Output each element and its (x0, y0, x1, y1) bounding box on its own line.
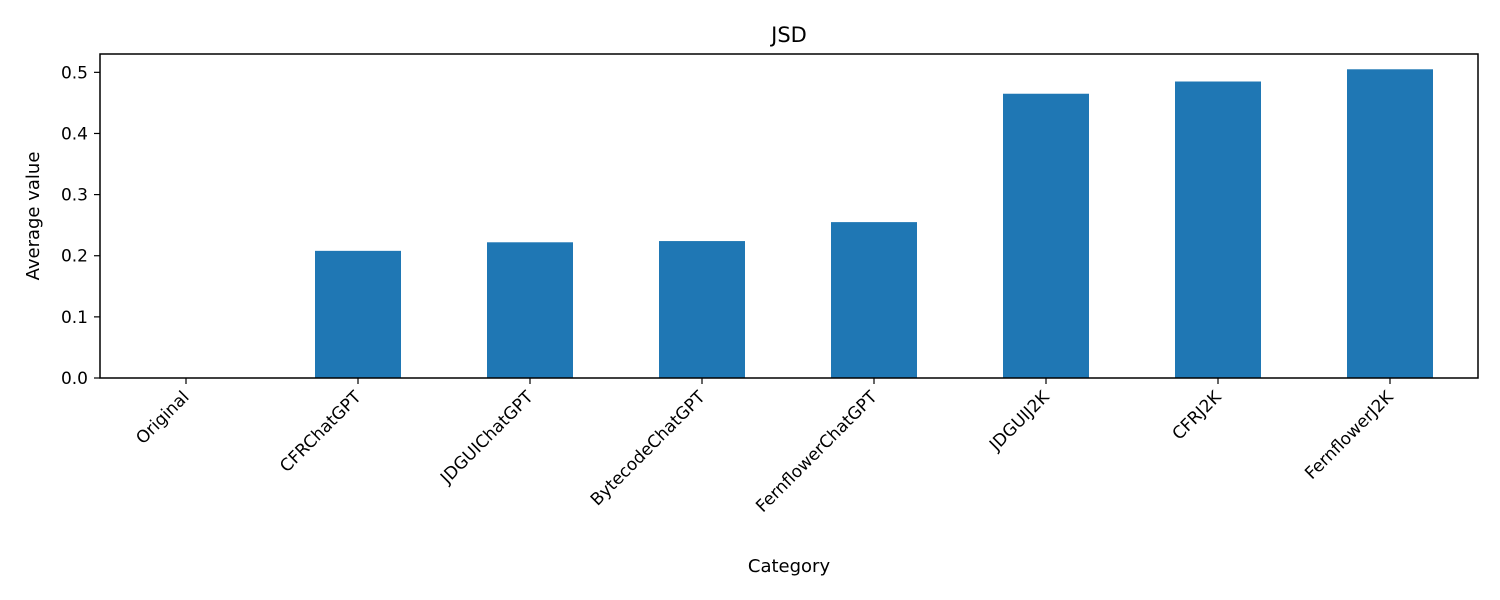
y-tick-label: 0.4 (61, 124, 88, 144)
chart-title: JSD (769, 23, 807, 47)
y-tick-label: 0.3 (61, 186, 88, 206)
plot-frame (99, 53, 1479, 379)
y-axis-label: Average value (23, 152, 44, 281)
y-tick-label: 0.2 (61, 247, 88, 267)
bars-group (315, 69, 1433, 379)
x-tick-label: CFRJ2K (1169, 387, 1226, 444)
bar (831, 222, 917, 378)
bar (1347, 69, 1433, 378)
y-tick-label: 0.1 (61, 308, 88, 328)
bar (1003, 93, 1089, 379)
x-axis: Original CFRChatGPT JDGUIChatGPT BytecodeCh… (132, 378, 1398, 517)
x-tick-label: JDGUIJ2K (985, 387, 1054, 456)
x-tick-label: FernflowerChatGPT (752, 387, 882, 517)
bar (487, 242, 573, 378)
y-axis: 0.0 0.1 0.2 0.3 0.4 0.5 (61, 63, 100, 389)
x-tick-label: BytecodeChatGPT (587, 387, 710, 510)
x-tick-label: FernflowerJ2K (1301, 387, 1398, 484)
x-tick-label: Original (132, 387, 193, 448)
x-axis-label: Category (748, 556, 831, 577)
y-tick-label: 0.5 (61, 63, 88, 83)
bar (659, 241, 745, 378)
bar (1175, 81, 1261, 379)
x-tick-label: CFRChatGPT (276, 387, 366, 477)
bar (315, 250, 401, 378)
x-tick-label: JDGUIChatGPT (436, 387, 538, 489)
y-tick-label: 0.0 (61, 369, 88, 389)
